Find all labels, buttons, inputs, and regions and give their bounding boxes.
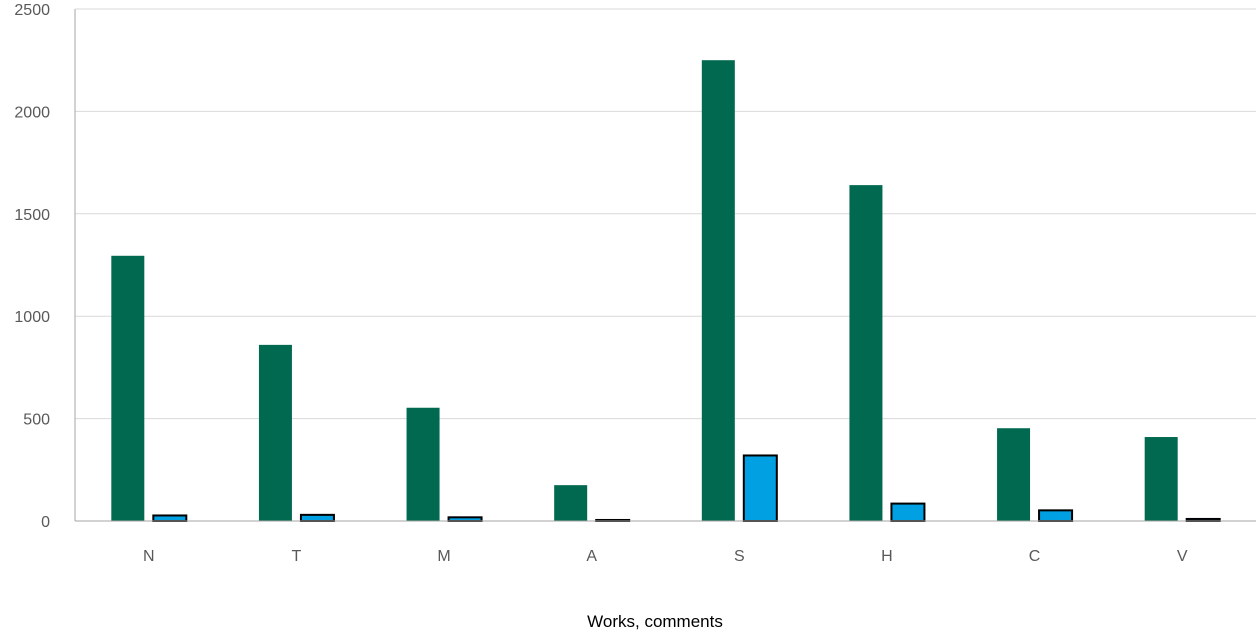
x-tick-label: T xyxy=(292,548,302,565)
bar-series-2-N xyxy=(152,514,188,522)
y-tick-label: 0 xyxy=(41,514,50,531)
bar-series-1-T xyxy=(258,344,292,521)
bar-series-1-V xyxy=(1144,437,1178,521)
x-tick-label: C xyxy=(1029,548,1041,565)
y-tick-label: 2000 xyxy=(14,104,50,121)
bar-series-2-C xyxy=(1038,509,1074,523)
y-tick-label: 1000 xyxy=(14,309,50,326)
x-tick-label: N xyxy=(143,548,155,565)
bars xyxy=(111,60,1221,523)
x-tick-label: V xyxy=(1177,548,1188,565)
bar-series-1-N xyxy=(111,255,145,521)
bar-series-2-M xyxy=(447,516,483,522)
bar-series-1-S xyxy=(701,60,735,521)
y-axis-ticks: 0 500 1000 1500 2000 2500 xyxy=(14,2,50,531)
x-tick-label: H xyxy=(881,548,893,565)
x-axis-label: Works, comments xyxy=(587,612,723,631)
bar-series-2-H xyxy=(890,502,926,523)
x-tick-label: S xyxy=(734,548,745,565)
x-tick-label: A xyxy=(586,548,597,565)
bar-series-2-S xyxy=(742,454,778,522)
bar-series-2-T xyxy=(299,513,335,523)
x-tick-label: M xyxy=(437,548,450,565)
bar-series-1-M xyxy=(406,407,440,521)
bar-series-1-H xyxy=(849,185,883,522)
bar-series-1-A xyxy=(554,485,588,521)
bar-series-1-C xyxy=(997,428,1031,521)
y-tick-label: 500 xyxy=(23,412,50,429)
gridlines xyxy=(74,8,1256,521)
y-tick-label: 2500 xyxy=(14,2,50,19)
y-tick-label: 1500 xyxy=(14,207,50,224)
